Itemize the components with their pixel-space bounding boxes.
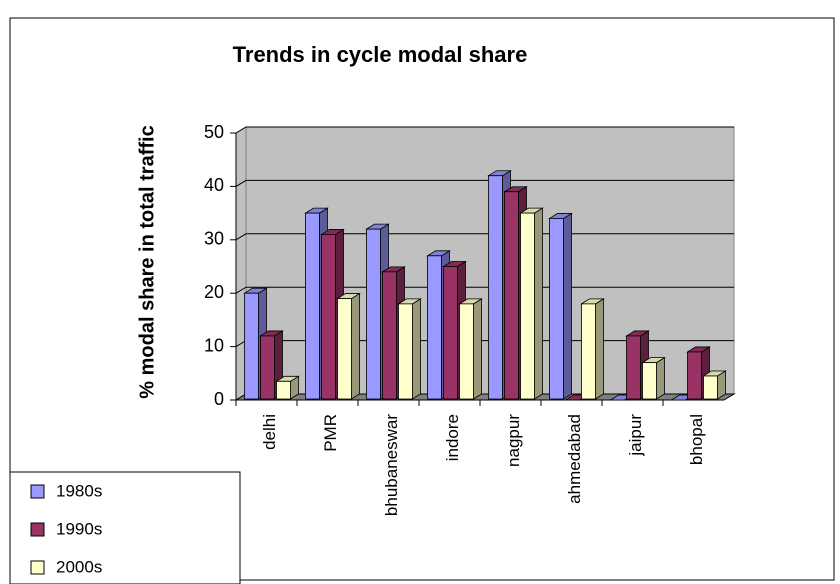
bar: [276, 380, 291, 400]
bar: [366, 228, 381, 400]
bar: [305, 212, 320, 400]
y-tick-label: 0: [214, 389, 224, 409]
bar: [642, 362, 657, 400]
bar: [687, 351, 702, 400]
bar: [321, 234, 336, 400]
legend-swatch: [30, 560, 45, 575]
bar: [398, 303, 413, 400]
bar: [427, 255, 442, 400]
bar: [626, 335, 641, 400]
grid-line: [235, 126, 734, 134]
bar-side: [412, 298, 421, 400]
bar: [504, 191, 519, 400]
x-tick-label: delhi: [260, 414, 279, 450]
bar: [581, 303, 596, 400]
x-tick-label: bhopal: [687, 414, 706, 465]
x-tick-label: ahmedabad: [565, 414, 584, 504]
bar: [703, 375, 718, 400]
grid-line: [235, 179, 734, 187]
legend: [9, 471, 241, 584]
bar: [549, 218, 564, 400]
bar-side: [351, 292, 360, 400]
y-tick-label: 30: [204, 229, 224, 249]
legend-label: 1990s: [56, 519, 102, 538]
x-tick-label: PMR: [321, 414, 340, 452]
bar: [520, 212, 535, 400]
bar: [488, 175, 503, 400]
y-axis-label: % modal share in total traffic: [136, 125, 158, 398]
bar-side: [534, 207, 543, 400]
x-tick-label: indore: [443, 414, 462, 461]
bar: [260, 335, 275, 400]
y-tick-label: 20: [204, 282, 224, 302]
bar-side: [473, 298, 482, 400]
legend-swatch: [30, 522, 45, 537]
x-tick-label: bhubaneswar: [382, 414, 401, 516]
y-tick-label: 10: [204, 335, 224, 355]
bar: [459, 303, 474, 400]
bar: [337, 298, 352, 400]
y-tick-label: 40: [204, 175, 224, 195]
bar: [244, 292, 259, 400]
bar-side: [656, 356, 665, 400]
legend-label: 1980s: [56, 481, 102, 500]
bar-side: [563, 212, 572, 400]
bar: [443, 266, 458, 400]
bar: [382, 271, 397, 400]
x-tick-label: jaipur: [626, 414, 645, 457]
bar-side: [595, 298, 604, 400]
legend-label: 2000s: [56, 557, 102, 576]
y-tick-label: 50: [204, 122, 224, 142]
legend-swatch: [30, 484, 45, 499]
chart-title: Trends in cycle modal share: [233, 42, 528, 67]
x-tick-label: nagpur: [504, 414, 523, 467]
